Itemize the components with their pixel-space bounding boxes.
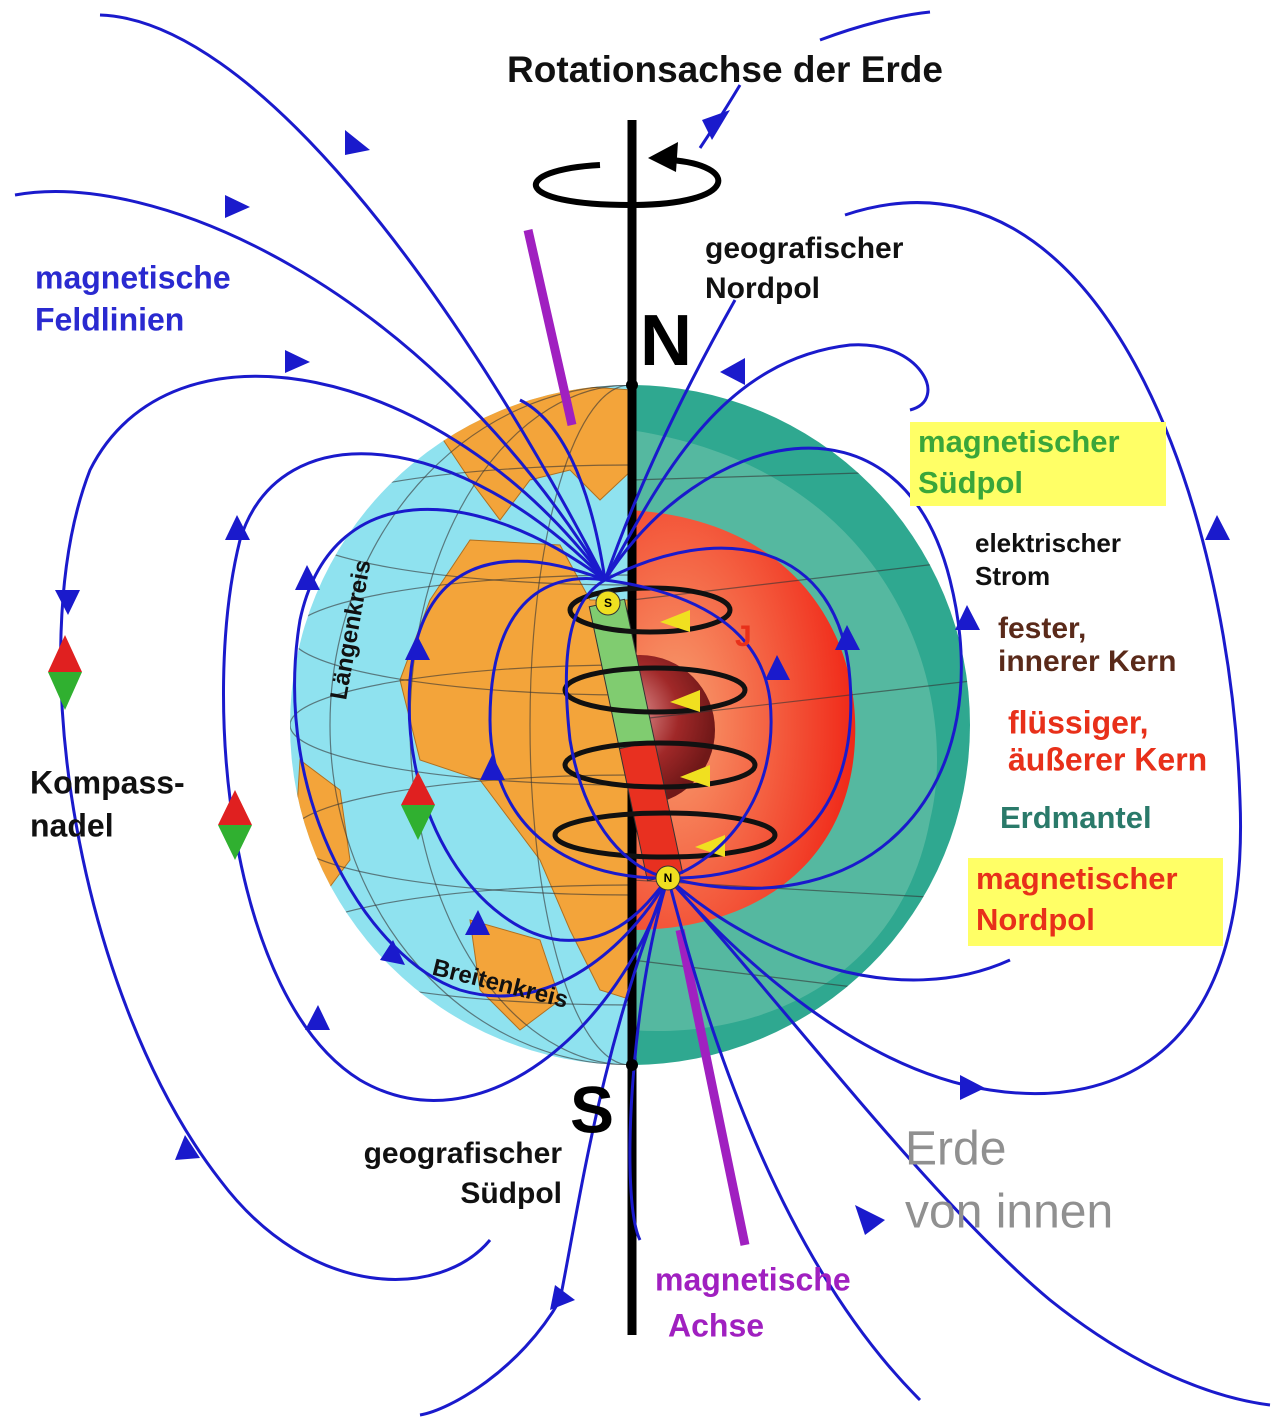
diagram: S N Rotationsachse der Erde geografische… [0,0,1281,1420]
pole-dot [626,1059,638,1071]
caption: von innen [905,1186,1113,1239]
geo-south-label: Südpol [460,1177,562,1210]
south-letter: S [570,1072,614,1146]
magnet-north-label: N [664,871,673,885]
geo-north-label: geografischer [705,232,904,265]
inner-core-label: innerer Kern [998,645,1176,678]
pole-dot [626,379,638,391]
magnetic-axis-label: magnetische [655,1261,851,1297]
field-lines-label: magnetische [35,259,231,295]
compass-label: nadel [30,807,114,843]
geo-south-label: geografischer [364,1137,563,1170]
rotation-axis-label: Rotationsachse der Erde [507,49,943,90]
magnetic-south-label: magnetischer [918,424,1120,459]
magnetic-axis-label: Achse [668,1307,764,1343]
outer-core-label: flüssiger, [1008,704,1149,740]
current-symbol: J [735,620,752,653]
current-label: elektrischer [975,528,1121,558]
rotation-arrowhead [648,142,678,172]
field-lines-label: Feldlinien [35,301,184,337]
magnetic-south-label: Südpol [918,465,1023,500]
geo-north-label: Nordpol [705,272,820,305]
inner-core-label: fester, [998,612,1086,645]
magnet-south-label: S [604,596,612,610]
compass-label: Kompass- [30,764,185,800]
north-letter: N [640,301,692,381]
outer-core-label: äußerer Kern [1008,741,1207,777]
rotation-arrow [536,160,718,205]
magnetic-north-label: magnetischer [976,861,1178,896]
mantle-label: Erdmantel [1000,800,1152,835]
magnetic-north-label: Nordpol [976,902,1095,937]
caption: Erde [905,1123,1006,1176]
current-label: Strom [975,561,1050,591]
